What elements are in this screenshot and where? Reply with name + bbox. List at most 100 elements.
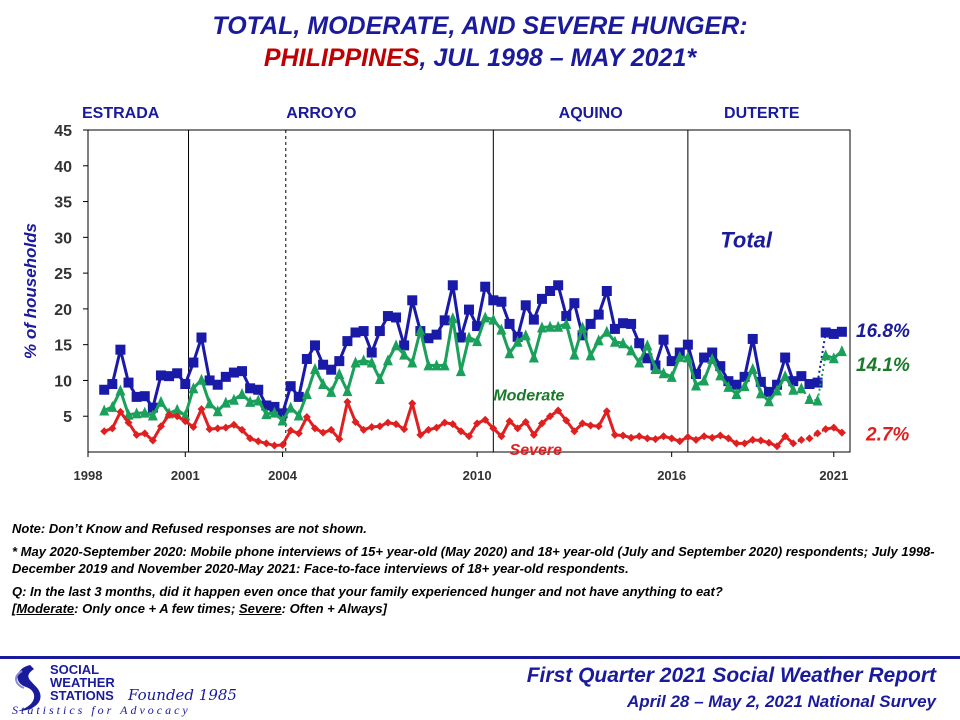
series-total-point [682,339,693,350]
series-severe-point [424,425,433,434]
series-moderate-point [391,339,402,351]
chart-title-line2: PHILIPPINES, JUL 1998 – MAY 2021* [0,44,960,73]
series-total-point [228,367,239,378]
series-severe-point [805,434,814,443]
series-total-segment [151,375,163,409]
x-tick-label: 2004 [268,468,298,483]
era-label-arroyo: ARROYO [286,105,356,122]
series-moderate-point [237,388,248,400]
series-severe-point [619,431,628,440]
def-open: [ [12,601,17,616]
note-dk-refused: Note: Don’t Know and Refused responses a… [12,521,367,536]
series-severe-point [156,422,165,431]
series-total-point [115,344,126,355]
series-severe-segment [200,408,211,430]
series-moderate-point [812,394,823,406]
series-severe-point [700,432,709,441]
series-moderate-point [488,313,499,325]
series-total-segment [751,338,763,383]
series-total-point [666,356,677,367]
series-total-point [350,327,361,338]
y-tick-label: 35 [54,195,72,212]
series-moderate-point [763,395,774,407]
series-total-point [577,330,588,341]
def-severe-label: Severe [238,601,282,616]
series-moderate-point [293,409,304,421]
series-severe-point [781,432,790,441]
series-total-point [220,371,231,382]
series-total-segment [410,299,422,332]
series-moderate-point [699,374,710,386]
series-severe-point [546,412,555,421]
series-moderate-point [780,370,791,382]
series-severe-point [456,427,465,436]
series-severe-point [229,420,238,429]
series-moderate-segment [459,337,471,372]
series-moderate-point [553,320,564,332]
y-tick-label: 10 [54,373,72,390]
series-severe-point [367,422,376,431]
series-severe-point [432,423,441,432]
series-moderate-point [261,408,272,420]
series-total-point [763,386,774,397]
series-severe-point [294,429,303,438]
logo-tagline: Statistics for Advocacy [12,703,191,717]
series-severe-segment [605,410,617,436]
series-total-segment [743,338,755,378]
series-moderate-point [318,378,329,390]
series-severe-point [254,437,263,446]
series-severe-point [408,399,417,408]
series-total-point [374,326,385,337]
series-severe-point [813,429,822,438]
series-severe-point [837,428,846,437]
series-total-point [593,309,604,320]
series-moderate-point [634,356,645,368]
series-severe-point [521,417,530,426]
report-title: First Quarter 2021 Social Weather Report [526,664,936,687]
series-moderate-point [99,404,110,416]
series-total-point [155,370,166,381]
series-moderate-point [382,354,393,366]
series-severe-point [270,441,279,450]
series-severe-point [675,437,684,446]
series-severe-segment [192,408,203,428]
series-moderate-point [585,349,596,361]
series-severe-point [132,430,141,439]
series-total-point [796,371,807,382]
series-moderate-segment [443,317,455,366]
y-tick-label: 30 [54,230,72,247]
y-tick-label: 25 [54,266,72,283]
series-total-point [707,347,718,358]
era-label-duterte: DUTERTE [724,105,800,122]
series-total-point [504,318,515,329]
series-total-point [626,318,637,329]
series-severe-point [505,417,514,426]
y-tick-label: 20 [54,302,72,319]
x-tick-label: 2001 [171,468,200,483]
series-total-point [553,280,564,291]
series-moderate-point [245,395,256,407]
series-total-point [561,311,572,322]
series-total-segment [443,284,455,321]
series-severe-point [246,434,255,443]
series-total-point [488,295,499,306]
series-severe-point [716,431,725,440]
series-total-point [545,286,556,296]
series-moderate-point [593,334,604,346]
series-severe-point [181,417,190,426]
series-total-point [277,408,288,419]
series-moderate-point [277,414,288,426]
series-moderate-segment [451,317,463,372]
series-severe-point [351,417,360,426]
note-survey-method: * May 2020-September 2020: Mobile phone … [12,544,935,576]
series-severe-point [416,430,425,439]
series-moderate-point [220,396,231,408]
series-moderate-point [772,384,783,396]
series-total-point [139,391,150,402]
series-total-point [634,338,645,349]
series-total-point [196,332,207,343]
series-moderate-point [496,323,507,335]
series-total-point [301,353,312,364]
series-severe-point [821,425,830,434]
logo-line3: STATIONS [50,688,114,703]
